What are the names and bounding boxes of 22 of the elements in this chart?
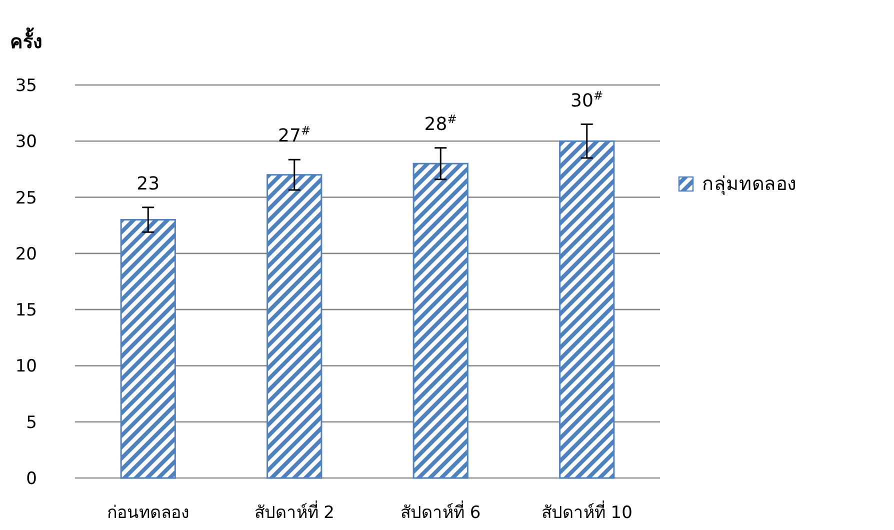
y-tick-label: 10 bbox=[15, 356, 37, 377]
bar bbox=[412, 162, 468, 479]
data-label: 30$^{#}$ bbox=[570, 88, 604, 112]
y-tick-label: 0 bbox=[26, 469, 37, 489]
data-label: 27$^{#}$ bbox=[278, 124, 311, 147]
y-tick-label: 35 bbox=[15, 76, 37, 96]
y-tick-label: 30 bbox=[15, 132, 37, 152]
bar bbox=[559, 140, 615, 479]
x-tick-label: สัปดาห์ที่ 10 bbox=[541, 500, 632, 523]
data-label: 28$^{#}$ bbox=[424, 112, 457, 135]
x-tick-label: สัปดาห์ที่ 6 bbox=[400, 500, 481, 523]
y-tick-label: 25 bbox=[15, 188, 37, 208]
x-tick-label: ก่อนทดลอง bbox=[107, 503, 190, 523]
x-tick-label: สัปดาห์ที่ 2 bbox=[254, 500, 334, 523]
y-tick-label: 20 bbox=[15, 244, 37, 264]
data-label: 23 bbox=[136, 173, 160, 194]
y-axis-title: ครั้ง bbox=[10, 27, 42, 53]
legend-label: กลุ่มทดลอง bbox=[702, 173, 796, 196]
bar bbox=[266, 174, 322, 479]
bar bbox=[120, 218, 176, 479]
y-tick-label: 5 bbox=[26, 412, 37, 433]
y-tick-label: 15 bbox=[15, 300, 37, 321]
